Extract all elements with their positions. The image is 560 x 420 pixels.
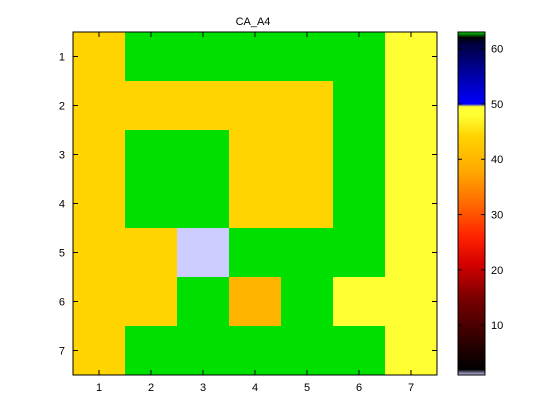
heatmap-cell <box>229 228 281 277</box>
colorbar-tick-label: 30 <box>491 210 503 222</box>
y-tick-label: 5 <box>59 248 65 260</box>
heatmap-cell <box>177 81 229 130</box>
colorbar: 10 20 30 40 50 60 <box>457 31 503 376</box>
colorbar-gradient <box>458 32 485 375</box>
heatmap-cell <box>73 81 125 130</box>
heatmap-cell <box>125 32 177 81</box>
heatmap-cell <box>125 326 177 375</box>
heatmap-cell <box>385 228 437 277</box>
heatmap-cell <box>281 81 333 130</box>
heatmap-cell <box>125 179 177 228</box>
heatmap-cell <box>229 32 281 81</box>
heatmap-cell <box>229 326 281 375</box>
colorbar-tick-label: 40 <box>491 154 503 166</box>
colorbar-tick-label: 60 <box>491 44 503 56</box>
y-tick-label: 6 <box>59 297 65 309</box>
heatmap-cell <box>125 228 177 277</box>
heatmap-cell <box>177 326 229 375</box>
x-tick-label: 4 <box>252 382 258 394</box>
x-tick-label: 2 <box>148 382 154 394</box>
heatmap-cell <box>177 228 229 277</box>
heatmap-cell <box>333 130 385 179</box>
heatmap-cells <box>73 32 437 375</box>
heatmap-cell <box>229 81 281 130</box>
heatmap-cell <box>281 32 333 81</box>
heatmap-cell <box>281 277 333 326</box>
heatmap-cell <box>333 81 385 130</box>
heatmap-cell <box>73 326 125 375</box>
axes: 1 2 3 4 5 6 7 1 2 3 4 5 6 7 <box>59 32 437 394</box>
heatmap-cell <box>385 179 437 228</box>
colorbar-tick-label: 10 <box>491 320 503 332</box>
heatmap-cell <box>281 130 333 179</box>
heatmap-cell <box>385 277 437 326</box>
heatmap-cell <box>385 326 437 375</box>
y-tick-label: 7 <box>59 346 65 358</box>
heatmap-cell <box>333 179 385 228</box>
colorbar-tick-label: 20 <box>491 265 503 277</box>
x-tick-label: 5 <box>304 382 310 394</box>
x-tick-label: 6 <box>356 382 362 394</box>
heatmap-cell <box>177 179 229 228</box>
heatmap-cell <box>333 326 385 375</box>
heatmap-cell <box>125 130 177 179</box>
heatmap-cell <box>73 179 125 228</box>
heatmap-cell <box>281 228 333 277</box>
y-tick-label: 2 <box>59 101 65 113</box>
heatmap-cell <box>229 277 281 326</box>
heatmap-cell <box>333 277 385 326</box>
heatmap-cell <box>229 130 281 179</box>
heatmap-cell <box>177 277 229 326</box>
x-tick-label: 7 <box>408 382 414 394</box>
x-tick-label: 3 <box>200 382 206 394</box>
heatmap-cell <box>281 179 333 228</box>
heatmap-cell <box>177 130 229 179</box>
heatmap-cell <box>73 228 125 277</box>
heatmap-cell <box>333 32 385 81</box>
y-tick-label: 3 <box>59 150 65 162</box>
heatmap-cell <box>177 32 229 81</box>
heatmap-cell <box>281 326 333 375</box>
x-tick-label: 1 <box>96 382 102 394</box>
heatmap-cell <box>73 277 125 326</box>
y-tick-label: 1 <box>59 52 65 64</box>
chart-title: CA_A4 <box>236 16 271 28</box>
heatmap-cell <box>385 130 437 179</box>
heatmap-cell <box>73 32 125 81</box>
colorbar-tick-label: 50 <box>491 99 503 111</box>
heatmap-cell <box>385 81 437 130</box>
heatmap-cell <box>229 179 281 228</box>
y-tick-label: 4 <box>59 199 65 211</box>
heatmap-cell <box>333 228 385 277</box>
heatmap-cell <box>125 81 177 130</box>
colorbar-frame <box>457 31 486 376</box>
heatmap-cell <box>125 277 177 326</box>
heatmap-cell <box>73 130 125 179</box>
heatmap-cell <box>385 32 437 81</box>
